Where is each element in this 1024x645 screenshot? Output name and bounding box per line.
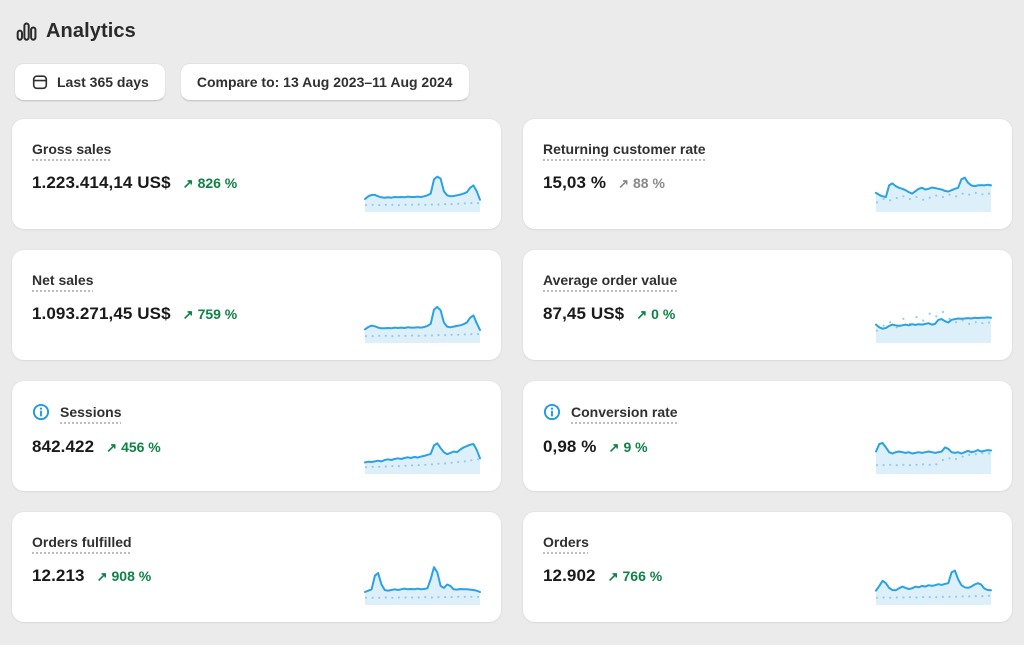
sparkline-chart (874, 431, 994, 477)
metric-delta-value: 826 % (197, 175, 238, 191)
bar-chart-icon (16, 21, 37, 42)
metric-delta: ↗ 456 % (106, 439, 161, 456)
metric-card[interactable]: Conversion rate 0,98 % ↗ 9 % (523, 381, 1012, 491)
sparkline-chart (363, 169, 483, 215)
page-title: Analytics (46, 20, 136, 42)
sparkline-chart (363, 300, 483, 346)
metric-value-row: 15,03 % ↗ 88 % (543, 173, 992, 193)
metric-delta-value: 0 % (651, 306, 676, 322)
sparkline-svg (364, 305, 481, 343)
metric-delta-value: 759 % (197, 306, 238, 322)
metric-card[interactable]: Gross sales 1.223.414,14 US$ ↗ 826 % (12, 119, 501, 229)
card-title-row: Orders (543, 534, 992, 550)
sparkline-svg (364, 175, 481, 212)
metric-value: 12.213 (32, 566, 85, 585)
metric-value: 842.422 (32, 437, 95, 456)
page-header: Analytics (12, 14, 1012, 43)
sparkline-chart (874, 300, 994, 346)
card-title-row: Conversion rate (543, 403, 992, 421)
metric-value-row: 12.213 ↗ 908 % (32, 566, 481, 586)
compare-to-label: Compare to: 13 Aug 2023–11 Aug 2024 (196, 74, 453, 90)
trend-up-icon: ↗ (106, 440, 118, 455)
metric-title[interactable]: Conversion rate (571, 404, 678, 420)
metric-value-row: 0,98 % ↗ 9 % (543, 437, 992, 457)
sparkline-svg (875, 569, 992, 605)
card-title-row: Returning customer rate (543, 141, 992, 157)
metric-card[interactable]: Orders fulfilled 12.213 ↗ 908 % (12, 512, 501, 622)
metric-delta-value: 908 % (111, 568, 152, 584)
sparkline-svg (364, 566, 481, 605)
metric-value: 1.223.414,14 US$ (32, 173, 171, 192)
metric-value: 0,98 % (543, 437, 597, 456)
analytics-page: Analytics Last 365 days Compare to: 13 A… (12, 14, 1012, 622)
metric-value-row: 87,45 US$ ↗ 0 % (543, 304, 992, 324)
trend-up-icon: ↗ (607, 569, 619, 584)
metric-value-row: 12.902 ↗ 766 % (543, 566, 992, 586)
metric-value-row: 1.093.271,45 US$ ↗ 759 % (32, 304, 481, 324)
metric-card[interactable]: Average order value 87,45 US$ ↗ 0 % (523, 250, 1012, 360)
metric-delta-value: 9 % (623, 439, 648, 455)
metric-title[interactable]: Net sales (32, 272, 94, 288)
calendar-icon (31, 73, 49, 91)
sparkline-chart (874, 169, 994, 215)
card-title-row: Net sales (32, 272, 481, 288)
metric-delta: ↗ 766 % (608, 568, 663, 585)
metrics-grid: Gross sales 1.223.414,14 US$ ↗ 826 % Ret… (12, 119, 1012, 622)
compare-to-button[interactable]: Compare to: 13 Aug 2023–11 Aug 2024 (179, 63, 470, 101)
metric-card[interactable]: Returning customer rate 15,03 % ↗ 88 % (523, 119, 1012, 229)
info-icon[interactable] (543, 403, 561, 421)
sparkline-svg (875, 442, 992, 474)
metric-value: 15,03 % (543, 173, 607, 192)
metric-value-row: 1.223.414,14 US$ ↗ 826 % (32, 173, 481, 193)
metric-value: 1.093.271,45 US$ (32, 304, 171, 323)
filter-bar: Last 365 days Compare to: 13 Aug 2023–11… (14, 63, 1012, 101)
metric-title[interactable]: Returning customer rate (543, 141, 706, 157)
metric-title[interactable]: Gross sales (32, 141, 112, 157)
metric-value: 87,45 US$ (543, 304, 625, 323)
metric-title[interactable]: Orders fulfilled (32, 534, 132, 550)
metric-title[interactable]: Sessions (60, 404, 122, 420)
metric-delta: ↗ 0 % (636, 306, 675, 323)
trend-up-icon: ↗ (608, 440, 620, 455)
trend-up-icon: ↗ (96, 569, 108, 584)
metric-delta: ↗ 9 % (609, 439, 648, 456)
card-title-row: Gross sales (32, 141, 481, 157)
metric-delta: ↗ 826 % (183, 175, 238, 192)
date-range-label: Last 365 days (57, 74, 149, 90)
sparkline-svg (875, 310, 992, 343)
card-title-row: Average order value (543, 272, 992, 288)
metric-title[interactable]: Average order value (543, 272, 678, 288)
card-title-row: Sessions (32, 403, 481, 421)
metric-card[interactable]: Orders 12.902 ↗ 766 % (523, 512, 1012, 622)
metric-value: 12.902 (543, 566, 596, 585)
trend-up-icon: ↗ (636, 307, 648, 322)
metric-title[interactable]: Orders (543, 534, 589, 550)
metric-delta-value: 456 % (121, 439, 161, 455)
metric-delta-value: 88 % (633, 175, 665, 191)
trend-up-icon: ↗ (618, 176, 629, 191)
date-range-button[interactable]: Last 365 days (14, 63, 166, 101)
sparkline-chart (874, 562, 994, 608)
metric-delta: ↗ 88 % (618, 175, 665, 192)
metric-delta: ↗ 908 % (97, 568, 152, 585)
metric-delta: ↗ 759 % (183, 306, 238, 323)
metric-delta-value: 766 % (622, 568, 663, 584)
sparkline-chart (363, 562, 483, 608)
sparkline-svg (875, 176, 992, 212)
metric-card[interactable]: Sessions 842.422 ↗ 456 % (12, 381, 501, 491)
metric-card[interactable]: Net sales 1.093.271,45 US$ ↗ 759 % (12, 250, 501, 360)
sparkline-svg (364, 442, 481, 474)
trend-up-icon: ↗ (182, 307, 194, 322)
info-icon[interactable] (32, 403, 50, 421)
sparkline-chart (363, 431, 483, 477)
card-title-row: Orders fulfilled (32, 534, 481, 550)
metric-value-row: 842.422 ↗ 456 % (32, 437, 481, 457)
trend-up-icon: ↗ (182, 176, 194, 191)
